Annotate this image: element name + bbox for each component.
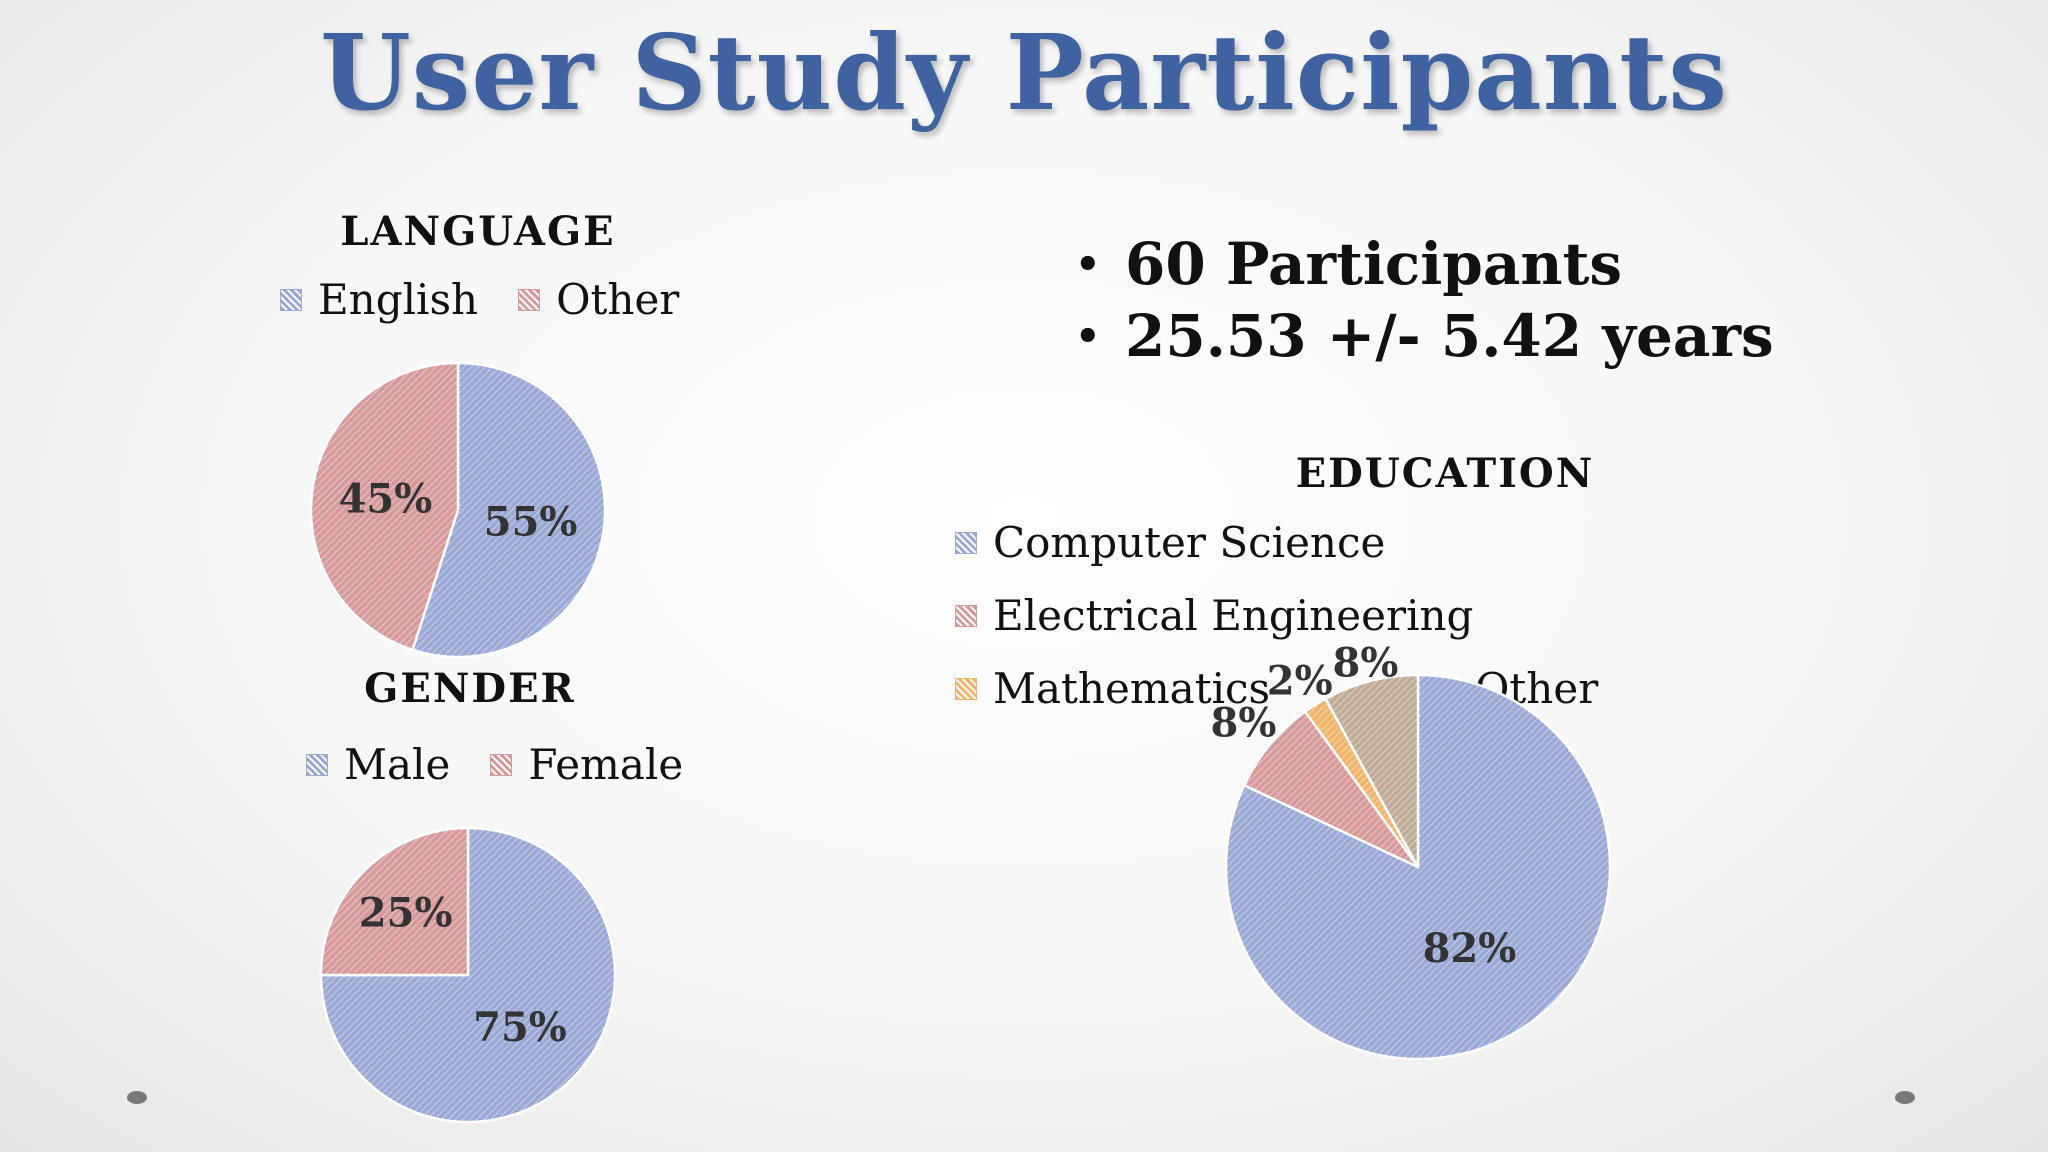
legend-label-electrical-engineering: Electrical Engineering (993, 591, 1474, 640)
bullet-text: 25.53 +/- 5.42 years (1125, 302, 1774, 370)
legend-label-mathematics: Mathematics (993, 664, 1271, 713)
pie-slice-hatch-other-education (1325, 675, 1418, 867)
pie-data-label-electrical-engineering: 8% (1211, 700, 1277, 747)
pie-slice-female (319, 826, 470, 977)
pie-data-label-other-education: 8% (1333, 639, 1399, 686)
legend-swatch-computer-science (955, 531, 977, 554)
legend-swatch-english (280, 288, 302, 311)
bullet-age: • 25.53 +/- 5.42 years (1075, 300, 1774, 372)
pie-slice-hatch-other-language (311, 363, 458, 650)
legend-item-english: English (280, 275, 478, 324)
language-chart-title: LANGUAGE (340, 208, 616, 255)
legend-item-male: Male (306, 740, 450, 789)
slide-title: User Study Participants (320, 11, 1728, 134)
legend-swatch-mathematics (955, 677, 977, 700)
legend-swatch-electrical-engineering (955, 604, 977, 627)
bullet-text: 60 Participants (1125, 230, 1623, 298)
pie-slice-hatch-mathematics (1305, 698, 1418, 867)
gender-chart-title: GENDER (364, 665, 576, 712)
legend-swatch-female (490, 753, 513, 776)
pie-slice-hatch-english (412, 363, 606, 657)
pie-slice-other-education (1323, 673, 1420, 868)
language-pie-chart: 55% 45% (309, 361, 607, 659)
pie-slice-hatch-female (321, 828, 468, 975)
bullet-participants: • 60 Participants (1075, 228, 1774, 300)
legend-swatch-other-language (518, 288, 541, 311)
slide-corner-dot-right (1895, 1091, 1915, 1104)
bullet-dot-icon: • (1075, 240, 1101, 288)
legend-item-female: Female (490, 740, 683, 789)
pie-data-label-other-language: 45% (339, 476, 433, 523)
legend-label-female: Female (528, 740, 684, 789)
pie-data-label-male: 75% (473, 1004, 567, 1051)
legend-label-computer-science: Computer Science (993, 518, 1386, 567)
pie-slice-english (410, 361, 607, 659)
pie-data-label-computer-science: 82% (1423, 925, 1517, 972)
pie-data-label-mathematics: 2% (1267, 658, 1333, 705)
gender-legend: Male Female (306, 740, 726, 789)
pie-data-label-english: 55% (484, 498, 578, 545)
pie-slice-electrical-engineering (1242, 709, 1420, 869)
legend-swatch-male (306, 753, 328, 776)
legend-item-other-language: Other (518, 275, 679, 324)
education-chart-title: EDUCATION (1295, 450, 1595, 497)
pie-slice-hatch-electrical-engineering (1244, 711, 1418, 867)
participant-summary-list: • 60 Participants • 25.53 +/- 5.42 years (1075, 228, 1774, 372)
language-legend: English Other (280, 275, 700, 324)
bullet-dot-icon: • (1075, 312, 1101, 360)
legend-label-english: English (318, 275, 479, 324)
legend-label-other-language: Other (556, 275, 680, 324)
pie-slice-other-language (309, 361, 460, 652)
legend-item-computer-science: Computer Science (955, 518, 1437, 567)
gender-pie-chart: 75% 25% (319, 826, 617, 1124)
legend-item-electrical-engineering: Electrical Engineering (955, 591, 1473, 640)
education-pie-chart: 82% 8%2% 8% (1211, 639, 1612, 1061)
legend-item-mathematics: Mathematics (955, 664, 1437, 713)
pie-data-label-female: 25% (359, 890, 453, 937)
legend-label-male: Male (344, 740, 451, 789)
slide-corner-dot-left (127, 1091, 147, 1104)
